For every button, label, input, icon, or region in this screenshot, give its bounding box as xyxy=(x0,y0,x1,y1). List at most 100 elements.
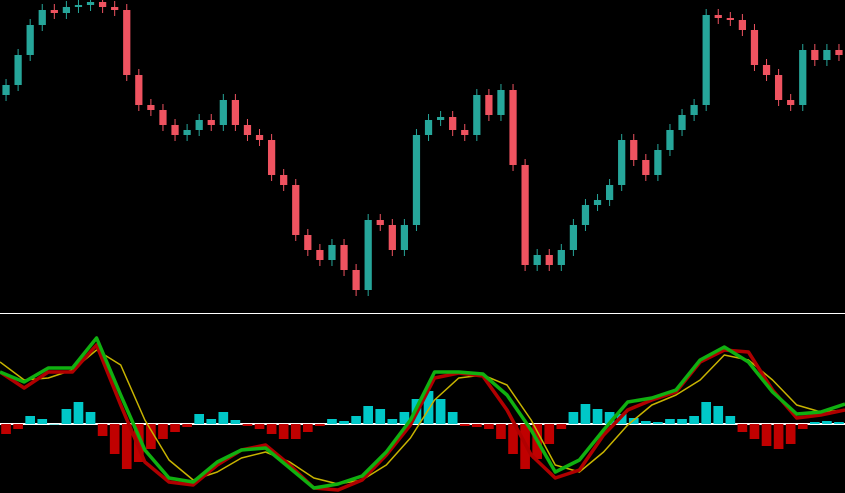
candle-body xyxy=(219,100,227,125)
histogram-bar xyxy=(339,421,349,424)
histogram-bar xyxy=(701,402,712,424)
candle-body xyxy=(714,15,722,18)
histogram-bar xyxy=(61,409,72,424)
candle-body xyxy=(74,5,83,7)
histogram-bar xyxy=(375,409,386,424)
histogram-bar xyxy=(327,419,337,424)
histogram-bar xyxy=(556,424,567,429)
histogram-bar xyxy=(773,424,784,449)
histogram-bar xyxy=(592,409,603,424)
histogram-bar xyxy=(616,414,627,424)
candle-body xyxy=(762,65,771,75)
histogram-bar xyxy=(568,412,579,424)
histogram-bar xyxy=(459,424,470,426)
candle-body xyxy=(412,135,421,225)
candle-body xyxy=(38,10,46,25)
histogram-bar xyxy=(797,424,808,429)
candle-body xyxy=(280,175,288,185)
candle-body xyxy=(750,30,759,65)
candle-body xyxy=(207,120,215,125)
histogram-bar xyxy=(387,419,398,424)
oscillator-line xyxy=(0,343,845,492)
histogram-bar xyxy=(146,424,156,449)
candle-body xyxy=(557,250,565,265)
candle-body xyxy=(726,18,734,20)
histogram-bar xyxy=(170,424,180,432)
candle-body xyxy=(738,20,747,30)
candle-body xyxy=(376,220,384,225)
candle-body xyxy=(340,245,348,270)
histogram-bar xyxy=(278,424,289,439)
candle-body xyxy=(135,75,143,105)
candle-body xyxy=(364,220,372,290)
histogram-bar xyxy=(218,412,229,424)
candle-body xyxy=(473,95,481,135)
candle-body xyxy=(147,105,155,110)
histogram-bar xyxy=(49,424,60,425)
candle-body xyxy=(774,75,783,100)
histogram-bar xyxy=(749,424,760,439)
histogram-bar xyxy=(785,424,796,444)
histogram-bar xyxy=(809,422,820,424)
histogram-bar xyxy=(677,419,687,424)
candle-body xyxy=(521,165,529,265)
histogram-bar xyxy=(423,391,434,424)
histogram-bar xyxy=(266,424,277,434)
candle-body xyxy=(388,225,396,250)
histogram-bar xyxy=(484,424,494,429)
candle-body xyxy=(581,205,590,225)
candle-body xyxy=(618,140,626,185)
histogram-bar xyxy=(689,416,699,424)
candle-body xyxy=(533,255,541,265)
candle-body xyxy=(485,95,493,115)
histogram-bar xyxy=(447,412,458,424)
candle-body xyxy=(352,270,360,290)
histogram-bar xyxy=(604,412,615,424)
candle-body xyxy=(304,235,312,250)
candle-body xyxy=(509,90,517,165)
candle-body xyxy=(654,150,662,175)
histogram-bar xyxy=(351,416,361,424)
candle-body xyxy=(98,2,107,7)
candle-body xyxy=(678,115,686,130)
candle-body xyxy=(630,140,638,160)
candle-body xyxy=(50,10,58,13)
histogram-bar xyxy=(206,419,217,424)
histogram-bar xyxy=(73,402,84,424)
histogram-bar xyxy=(496,424,506,439)
histogram-bar xyxy=(97,424,108,436)
histogram-bar xyxy=(121,424,132,469)
candle-body xyxy=(231,100,240,125)
histogram-bar xyxy=(665,419,675,424)
candle-body xyxy=(424,120,433,135)
candle-body xyxy=(787,100,795,105)
histogram-bar xyxy=(713,406,724,424)
candle-body xyxy=(593,200,602,205)
candle-body xyxy=(86,2,95,5)
candle-body xyxy=(183,130,191,135)
candle-body xyxy=(400,225,409,250)
candle-body xyxy=(171,125,179,135)
candle-body xyxy=(545,255,553,265)
histogram-bar xyxy=(25,416,36,424)
candle-body xyxy=(26,25,34,55)
histogram-bar xyxy=(290,424,301,439)
histogram-bar xyxy=(13,424,23,429)
histogram-bar xyxy=(109,424,120,454)
candle-body xyxy=(316,250,324,260)
histogram-bar xyxy=(834,422,844,424)
oscillator-line xyxy=(0,349,845,485)
histogram-bar xyxy=(363,406,374,424)
histogram-bar xyxy=(640,421,651,424)
histogram-bar xyxy=(725,416,736,424)
candle-body xyxy=(243,125,252,135)
candle-body xyxy=(159,110,167,125)
histogram-bar xyxy=(399,412,410,424)
histogram-bar xyxy=(1,424,11,434)
oscillator-line xyxy=(0,336,845,490)
histogram-bar xyxy=(254,424,265,429)
histogram-bar xyxy=(194,414,205,424)
histogram-bar xyxy=(85,412,96,424)
histogram-bar xyxy=(182,424,192,427)
